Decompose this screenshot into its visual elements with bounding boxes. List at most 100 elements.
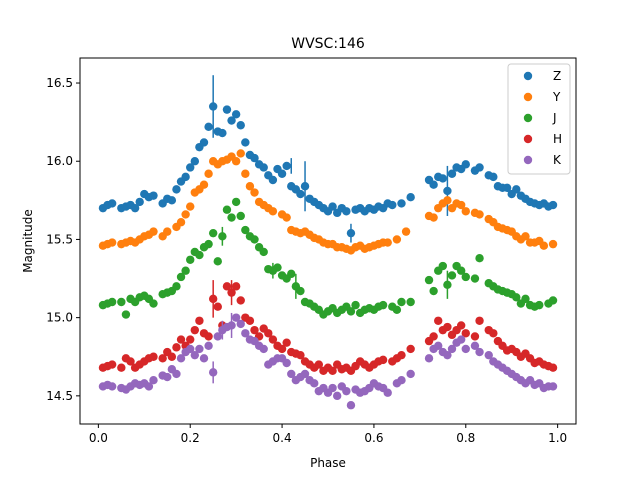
data-point <box>282 338 291 347</box>
data-point <box>163 227 172 236</box>
data-point <box>250 188 259 197</box>
data-point <box>190 157 200 166</box>
data-point <box>245 182 255 191</box>
legend-label: K <box>553 153 562 167</box>
series-k <box>98 312 558 410</box>
data-point <box>158 354 167 363</box>
data-point <box>397 376 406 385</box>
data-point <box>241 329 250 338</box>
data-point <box>130 203 140 213</box>
data-point <box>222 105 232 114</box>
data-point <box>222 282 232 291</box>
data-point <box>199 354 209 363</box>
data-point <box>213 302 222 311</box>
data-point <box>539 241 549 250</box>
data-point <box>475 163 484 172</box>
data-point <box>378 300 388 310</box>
legend-label: Y <box>552 90 561 104</box>
data-point <box>259 163 268 172</box>
data-point <box>378 355 388 365</box>
data-point <box>181 266 190 275</box>
y-axis-label: Magnitude <box>21 209 35 273</box>
data-point <box>521 294 530 304</box>
data-point <box>434 316 443 325</box>
data-point <box>438 174 448 183</box>
data-point <box>176 272 186 282</box>
data-point <box>502 183 512 193</box>
data-point <box>282 213 291 222</box>
data-point <box>461 272 470 282</box>
y-tick-label: 16.0 <box>46 154 73 168</box>
data-point <box>456 335 466 344</box>
data-point <box>186 202 195 211</box>
x-tick-label: 1.0 <box>548 431 567 445</box>
data-point <box>296 286 305 296</box>
data-point <box>470 332 480 341</box>
data-point <box>199 138 209 147</box>
data-point <box>126 357 135 366</box>
data-point <box>231 110 241 119</box>
data-point <box>268 335 278 344</box>
series-z <box>98 75 558 243</box>
x-tick-label: 0.8 <box>456 431 475 445</box>
data-point <box>204 122 213 132</box>
legend-label: H <box>553 132 562 146</box>
data-point <box>484 350 493 360</box>
data-point <box>181 172 190 182</box>
data-point <box>199 180 209 189</box>
data-point <box>314 360 324 369</box>
data-point <box>475 347 484 357</box>
data-point <box>250 325 259 335</box>
data-point <box>456 200 466 210</box>
data-point <box>429 180 438 189</box>
data-point <box>208 368 218 377</box>
data-point <box>397 350 406 360</box>
data-point <box>346 228 356 238</box>
data-point <box>259 247 268 257</box>
data-point <box>213 257 222 266</box>
data-point <box>461 329 470 338</box>
data-point <box>535 300 544 310</box>
data-point <box>351 300 360 310</box>
data-point <box>512 185 521 194</box>
data-point <box>195 316 204 325</box>
data-point <box>443 322 452 332</box>
data-point <box>117 363 126 372</box>
data-point <box>424 354 434 363</box>
data-point <box>204 332 213 341</box>
data-point <box>397 297 406 307</box>
x-tick-label: 0.0 <box>89 431 108 445</box>
data-point <box>149 352 158 361</box>
data-point <box>172 343 181 352</box>
data-point <box>186 163 195 172</box>
data-point <box>406 369 415 379</box>
data-point <box>181 210 190 219</box>
legend-marker <box>523 113 533 123</box>
data-point <box>149 376 158 385</box>
data-point <box>218 232 227 241</box>
data-point <box>204 239 213 249</box>
data-point <box>287 269 296 279</box>
data-point <box>236 149 245 158</box>
data-point <box>167 196 177 205</box>
data-point <box>107 382 117 391</box>
data-point <box>227 321 236 330</box>
data-point <box>250 153 259 163</box>
chart-title: WVSC:146 <box>291 36 365 52</box>
data-point <box>227 116 236 125</box>
legend-marker <box>523 92 533 102</box>
data-point <box>332 391 342 401</box>
data-point <box>268 207 278 216</box>
data-point <box>392 305 402 315</box>
y-tick-label: 14.5 <box>46 389 73 403</box>
y-tick-label: 15.0 <box>46 311 73 325</box>
data-point <box>443 186 452 196</box>
data-point <box>149 299 158 308</box>
data-point <box>236 211 245 221</box>
data-point <box>456 321 466 330</box>
data-point <box>172 185 181 194</box>
data-point <box>190 325 200 335</box>
data-point <box>443 350 452 360</box>
data-point <box>443 280 452 289</box>
